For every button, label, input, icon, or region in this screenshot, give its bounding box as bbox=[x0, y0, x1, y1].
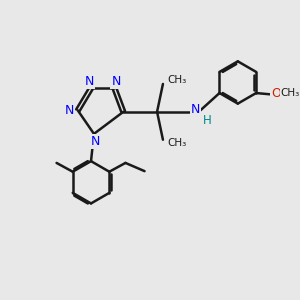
Text: CH₃: CH₃ bbox=[281, 88, 300, 98]
Text: O: O bbox=[271, 86, 281, 100]
Text: CH₃: CH₃ bbox=[167, 75, 187, 85]
Text: H: H bbox=[203, 114, 212, 127]
Text: N: N bbox=[85, 75, 94, 88]
Text: N: N bbox=[65, 104, 74, 117]
Text: N: N bbox=[190, 103, 200, 116]
Text: CH₃: CH₃ bbox=[167, 138, 187, 148]
Text: N: N bbox=[91, 135, 100, 148]
Text: N: N bbox=[111, 75, 121, 88]
